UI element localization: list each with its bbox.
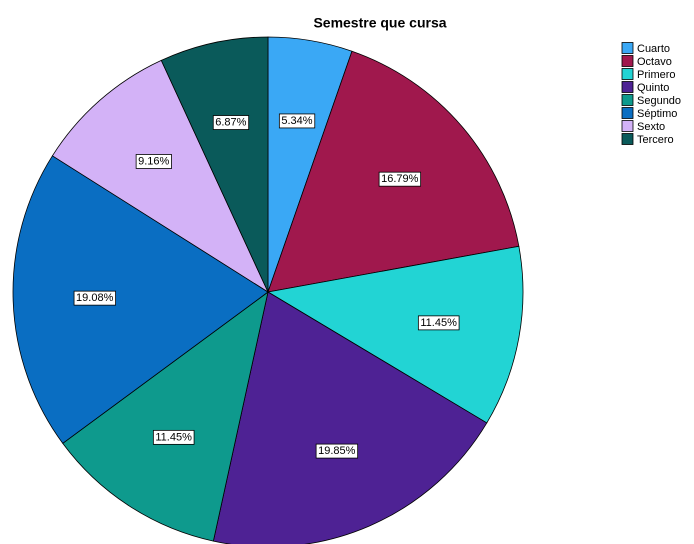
legend-label: Tercero xyxy=(637,134,674,146)
data-label: 19.08% xyxy=(76,292,114,304)
data-label-box xyxy=(73,290,116,306)
data-label-box xyxy=(152,429,195,445)
legend-label: Sexto xyxy=(637,121,665,133)
data-label-box xyxy=(315,443,359,459)
data-label-box xyxy=(212,115,250,130)
data-label-box xyxy=(278,113,316,129)
pie-slice xyxy=(12,155,269,444)
pie-slice xyxy=(62,291,269,542)
legend-swatch xyxy=(621,107,634,119)
legend-label: Séptimo xyxy=(637,108,677,120)
data-label: 9.16% xyxy=(138,155,169,167)
pie-slice xyxy=(51,59,269,294)
legend-swatch xyxy=(621,81,634,93)
legend-label: Primero xyxy=(637,69,676,81)
legend-label: Octavo xyxy=(637,56,672,68)
pie-slice xyxy=(160,36,269,293)
data-label: 11.45% xyxy=(420,317,457,329)
data-label-box xyxy=(417,315,460,331)
legend-swatch xyxy=(621,120,634,132)
data-label: 5.34% xyxy=(281,115,312,127)
data-label-box xyxy=(378,171,422,187)
pie-slice xyxy=(266,245,524,424)
legend-swatch xyxy=(621,133,634,145)
legend-label: Quinto xyxy=(637,82,669,94)
legend-swatch xyxy=(621,94,634,106)
data-label: 19.85% xyxy=(318,445,356,457)
legend-swatch xyxy=(621,55,634,67)
data-label: 16.79% xyxy=(381,173,419,185)
chart-title: Semestre que cursa xyxy=(313,15,446,31)
legend-swatch xyxy=(621,68,634,80)
legend-swatch xyxy=(621,42,634,54)
pie-slice xyxy=(267,50,520,293)
pie-slice xyxy=(212,291,488,544)
data-label: 6.87% xyxy=(215,117,246,129)
legend-label: Cuarto xyxy=(637,43,670,55)
legend-label: Segundo xyxy=(637,95,681,107)
data-label-box xyxy=(135,154,172,169)
data-label: 11.45% xyxy=(155,431,192,443)
